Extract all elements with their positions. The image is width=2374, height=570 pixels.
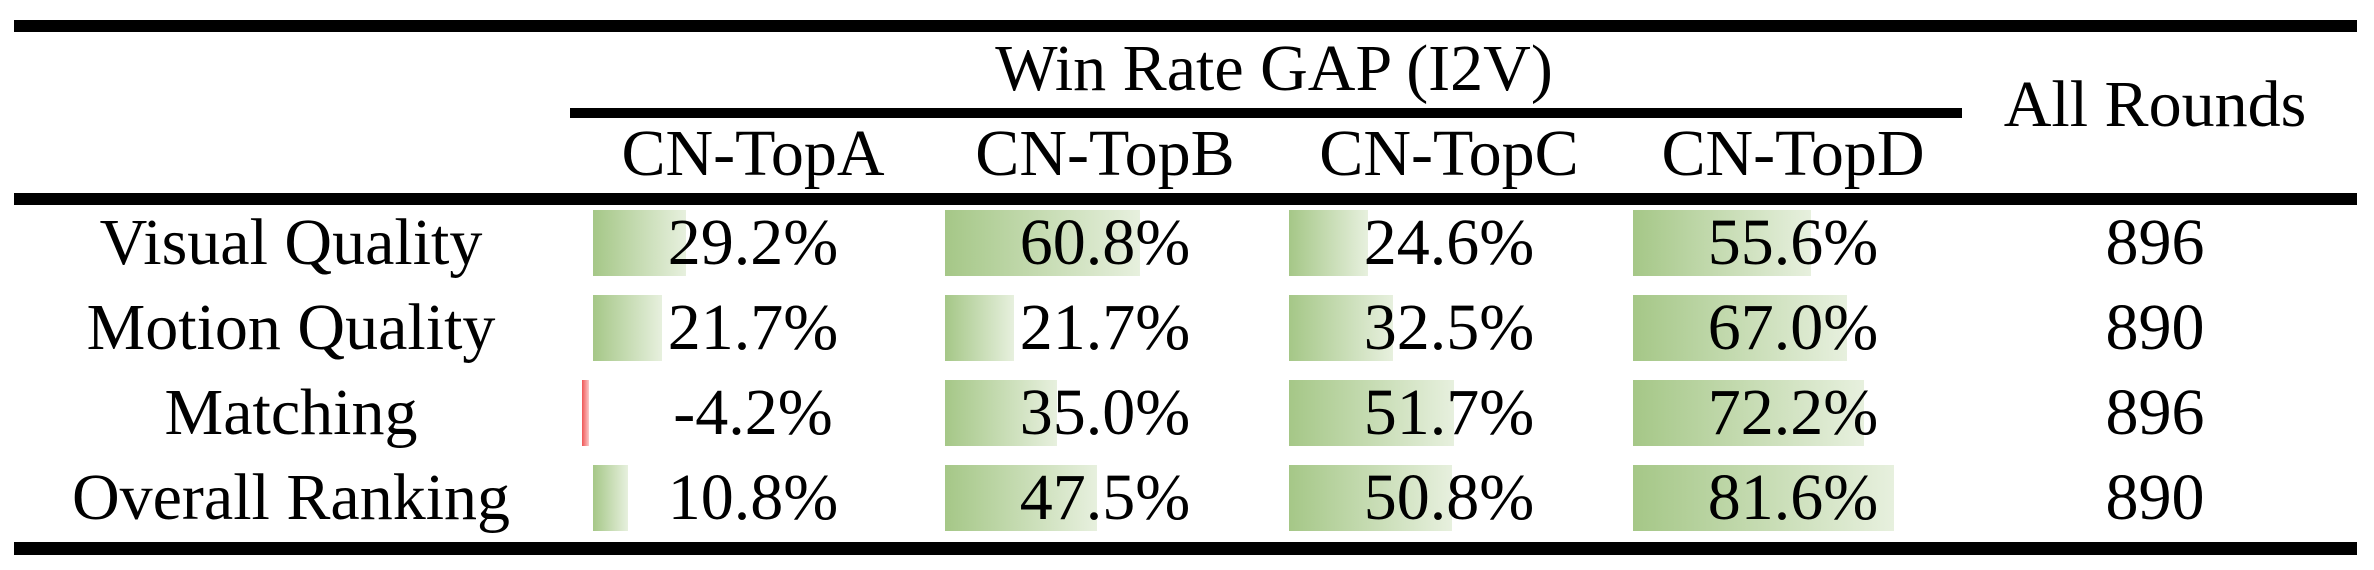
value-cell: 47.5% — [945, 465, 1265, 531]
group-header-win-rate-gap: Win Rate GAP (I2V) — [995, 32, 1553, 105]
value-text: 21.7% — [1019, 291, 1191, 364]
value-cell: 67.0% — [1633, 295, 1953, 361]
data-bar — [593, 465, 628, 531]
value-text: 55.6% — [1707, 206, 1879, 279]
all-rounds-value: 890 — [2105, 291, 2205, 364]
column-header-cn-topb: CN-TopB — [975, 117, 1235, 190]
value-text: 35.0% — [1019, 376, 1191, 449]
data-bar — [1289, 295, 1393, 361]
value-cell: 51.7% — [1289, 380, 1609, 446]
value-text: 10.8% — [667, 461, 839, 534]
data-bar — [1289, 380, 1455, 446]
value-cell: 21.7% — [593, 295, 913, 361]
value-cell: 21.7% — [945, 295, 1265, 361]
table-bottom-rule — [14, 542, 2357, 555]
data-bar — [1633, 210, 1811, 276]
value-text: 67.0% — [1707, 291, 1879, 364]
table-header-rule — [14, 193, 2357, 205]
value-cell: 10.8% — [593, 465, 913, 531]
row-label-matching: Matching — [164, 376, 418, 449]
value-text: 21.7% — [667, 291, 839, 364]
value-text: -4.2% — [673, 376, 833, 449]
value-text: 72.2% — [1707, 376, 1879, 449]
column-header-cn-topd: CN-TopD — [1661, 117, 1925, 190]
data-bar — [945, 295, 1015, 361]
data-bar — [945, 210, 1140, 276]
all-rounds-value: 890 — [2105, 461, 2205, 534]
value-cell: 50.8% — [1289, 465, 1609, 531]
table-top-rule — [14, 20, 2357, 32]
value-text: 50.8% — [1363, 461, 1535, 534]
data-bar — [1289, 465, 1452, 531]
value-text: 51.7% — [1363, 376, 1535, 449]
column-header-cn-topa: CN-TopA — [621, 117, 885, 190]
data-bar — [1633, 380, 1865, 446]
value-cell: 81.6% — [1633, 465, 1953, 531]
data-bar — [945, 465, 1097, 531]
data-bar-negative — [582, 380, 589, 446]
value-text: 32.5% — [1363, 291, 1535, 364]
all-rounds-value: 896 — [2105, 376, 2205, 449]
value-text: 60.8% — [1019, 206, 1191, 279]
data-bar — [1633, 465, 1895, 531]
row-label-motion-quality: Motion Quality — [86, 291, 496, 364]
value-text: 29.2% — [667, 206, 839, 279]
value-cell: 35.0% — [945, 380, 1265, 446]
row-label-overall-ranking: Overall Ranking — [71, 461, 511, 534]
value-cell: -4.2% — [582, 380, 913, 446]
column-header-all-rounds: All Rounds — [2003, 68, 2307, 141]
table-group-underline — [570, 108, 1962, 118]
data-bar — [945, 380, 1057, 446]
value-text: 24.6% — [1363, 206, 1535, 279]
value-text: 47.5% — [1019, 461, 1191, 534]
value-cell: 29.2% — [593, 210, 913, 276]
value-cell: 55.6% — [1633, 210, 1953, 276]
all-rounds-value: 896 — [2105, 206, 2205, 279]
data-bar — [593, 295, 663, 361]
data-bar — [593, 210, 687, 276]
data-bar — [1289, 210, 1368, 276]
value-cell: 24.6% — [1289, 210, 1609, 276]
value-cell: 60.8% — [945, 210, 1265, 276]
data-bar — [1633, 295, 1848, 361]
column-header-cn-topc: CN-TopC — [1319, 117, 1579, 190]
value-cell: 32.5% — [1289, 295, 1609, 361]
row-label-visual-quality: Visual Quality — [99, 206, 483, 279]
value-cell: 72.2% — [1633, 380, 1953, 446]
value-text: 81.6% — [1707, 461, 1879, 534]
